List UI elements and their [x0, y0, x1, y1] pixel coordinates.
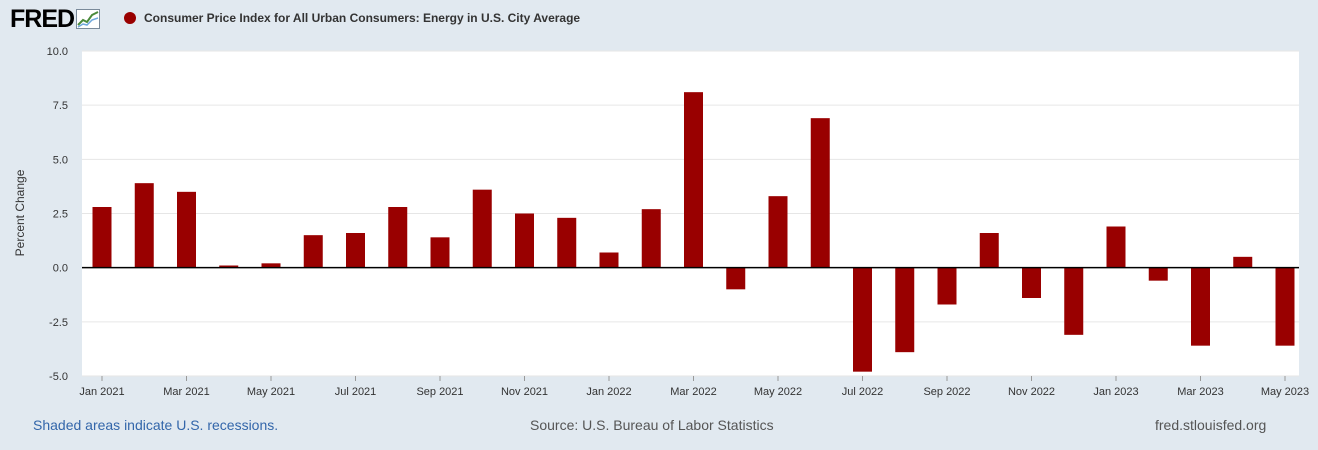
chart-header: FRED Consumer Price Index for All Urban …: [0, 0, 1318, 40]
bar-jan-2021[interactable]: [92, 207, 112, 268]
bar-chart: -5.0 -2.5 0.0 2.5 5.0 7.5 10.0 Jan 2021 Mar 202…: [13, 46, 1309, 398]
x-tick-label: Mar 2021: [163, 386, 209, 398]
source-note: Source: U.S. Bureau of Labor Statistics: [530, 417, 774, 433]
bar-oct-2022[interactable]: [979, 233, 999, 268]
bar-feb-2022[interactable]: [641, 209, 661, 268]
y-tick-label: 5.0: [53, 154, 68, 166]
bar-dec-2022[interactable]: [1064, 267, 1084, 335]
bar-feb-2023[interactable]: [1148, 267, 1168, 281]
bar-jan-2023[interactable]: [1106, 226, 1126, 268]
bar-dec-2021[interactable]: [557, 217, 577, 268]
x-tick-label: Sep 2021: [416, 386, 463, 398]
y-tick-label: -2.5: [49, 317, 68, 329]
bar-feb-2021[interactable]: [134, 183, 154, 268]
bar-sep-2021[interactable]: [430, 237, 450, 268]
bar-aug-2022[interactable]: [895, 267, 915, 353]
fred-logo-text: FRED: [10, 5, 75, 33]
x-tick-label: Mar 2023: [1177, 386, 1223, 398]
legend: Consumer Price Index for All Urban Consu…: [124, 11, 580, 25]
bar-mar-2021[interactable]: [177, 191, 196, 268]
y-tick-label: 0.0: [53, 263, 68, 275]
graph-icon: [76, 9, 101, 29]
x-tick-label: Nov 2022: [1008, 386, 1055, 398]
bar-apr-2021[interactable]: [219, 265, 239, 268]
bar-mar-2022[interactable]: [684, 92, 703, 268]
bar-jun-2021[interactable]: [303, 235, 323, 268]
y-tick-label: 10.0: [47, 46, 68, 58]
bar-mar-2023[interactable]: [1191, 267, 1210, 346]
x-tick-label: May 2022: [754, 386, 802, 398]
bar-jan-2022[interactable]: [599, 252, 619, 268]
bar-aug-2021[interactable]: [388, 207, 408, 268]
legend-swatch: [124, 12, 136, 24]
bar-jul-2021[interactable]: [346, 233, 365, 268]
bars: [92, 92, 1295, 372]
x-tick-label: Jul 2022: [842, 386, 884, 398]
legend-label: Consumer Price Index for All Urban Consu…: [144, 11, 581, 25]
bar-nov-2021[interactable]: [515, 213, 534, 268]
x-tick-label: Sep 2022: [923, 386, 970, 398]
x-axis-ticks: Jan 2021 Mar 2021 May 2021 Jul 2021 Sep 2021…: [79, 376, 1309, 398]
y-tick-label: 7.5: [53, 100, 68, 112]
bar-apr-2022[interactable]: [726, 267, 746, 290]
x-tick-label: Mar 2022: [670, 386, 716, 398]
x-tick-label: Jan 2023: [1093, 386, 1138, 398]
x-tick-label: Jan 2021: [79, 386, 124, 398]
x-tick-label: Jul 2021: [335, 386, 377, 398]
y-axis-label: Percent Change: [13, 169, 27, 256]
bar-may-2022[interactable]: [768, 196, 788, 268]
fred-logo[interactable]: FRED: [10, 5, 101, 33]
bar-sep-2022[interactable]: [937, 267, 957, 305]
bar-apr-2023[interactable]: [1233, 256, 1253, 268]
x-tick-label: Jan 2022: [586, 386, 631, 398]
y-tick-label: -5.0: [49, 371, 68, 383]
x-tick-label: Nov 2021: [501, 386, 548, 398]
bar-oct-2021[interactable]: [472, 189, 492, 268]
bar-jun-2022[interactable]: [810, 118, 830, 268]
site-link[interactable]: fred.stlouisfed.org: [1155, 417, 1267, 433]
bar-may-2021[interactable]: [261, 263, 281, 268]
bar-nov-2022[interactable]: [1022, 267, 1041, 298]
bar-may-2023[interactable]: [1275, 267, 1295, 346]
recession-note: Shaded areas indicate U.S. recessions.: [33, 417, 279, 433]
bar-jul-2022[interactable]: [853, 267, 872, 372]
y-axis-ticks: -5.0 -2.5 0.0 2.5 5.0 7.5 10.0: [47, 46, 68, 383]
y-tick-label: 2.5: [53, 209, 68, 221]
x-tick-label: May 2023: [1261, 386, 1309, 398]
x-tick-label: May 2021: [247, 386, 295, 398]
